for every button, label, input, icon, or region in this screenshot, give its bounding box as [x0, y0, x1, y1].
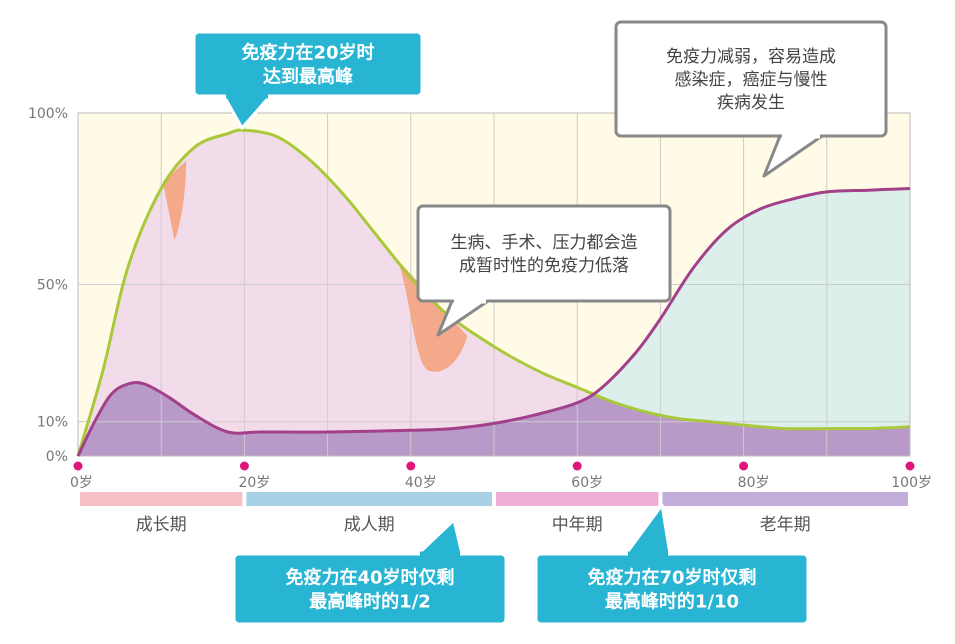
callout-decline-text: 疾病发生: [717, 93, 785, 113]
phase-bar: [662, 492, 908, 506]
x-tick-label: 80岁: [738, 475, 770, 491]
callout-decline-box: [614, 20, 888, 138]
x-tick-dot: [739, 461, 749, 471]
callout-peak-text: 达到最高峰: [263, 65, 354, 87]
plot-border: [77, 112, 911, 457]
phase-label: 成人期: [344, 515, 395, 535]
x-tick-label: 60岁: [571, 475, 603, 491]
callout-dip-text: 生病、手术、压力都会造: [451, 233, 638, 253]
callout-at70-tail: [624, 503, 672, 556]
callout-decline-text: 感染症，癌症与慢性: [675, 69, 828, 90]
callout-at40-text: 最高峰时的1/2: [309, 590, 431, 612]
green-curve-fill: [78, 130, 910, 456]
callout-at40-text: 免疫力在40岁时仅剩: [285, 566, 454, 588]
callout-at40-tail: [416, 518, 464, 556]
callout-at40-box: [232, 552, 508, 626]
purple-curve-late-fill: [552, 188, 910, 456]
x-tick-dot: [406, 461, 416, 471]
dip-blob-growth: [162, 161, 187, 240]
phase-label: 成长期: [136, 515, 187, 535]
phase-bar: [496, 492, 659, 506]
callout-peak-text: 免疫力在20岁时: [241, 41, 374, 63]
x-tick-label: 100岁: [891, 475, 932, 491]
x-tick-dot: [905, 461, 915, 471]
x-tick-dot: [572, 461, 582, 471]
phase-label: 中年期: [552, 515, 603, 535]
callout-at70-text: 免疫力在70岁时仅剩: [587, 566, 756, 588]
purple-curve-line: [76, 187, 911, 457]
y-tick-label: 100%: [28, 106, 68, 122]
y-tick-label: 10%: [37, 415, 68, 431]
callout-dip-text: 成暂时性的免疫力低落: [459, 256, 629, 276]
phase-bar: [80, 492, 243, 506]
phase-bar: [246, 492, 492, 506]
dip-blob-adult: [398, 260, 468, 372]
y-tick-label: 50%: [37, 278, 68, 294]
x-tick-label: 40岁: [405, 475, 437, 491]
y-tick-label: 0%: [46, 449, 68, 465]
callout-dip-box: [416, 204, 672, 303]
x-tick-label: 20岁: [238, 475, 270, 491]
x-tick-label: 0岁: [70, 475, 93, 491]
callout-at70-box: [534, 552, 810, 626]
callout-at70-text: 最高峰时的1/10: [605, 590, 739, 612]
phase-label: 老年期: [760, 515, 811, 535]
x-tick-dot: [73, 461, 83, 471]
x-tick-dot: [239, 461, 249, 471]
callout-peak-box: [192, 30, 424, 98]
callout-decline-text: 免疫力减弱，容易造成: [666, 47, 836, 67]
